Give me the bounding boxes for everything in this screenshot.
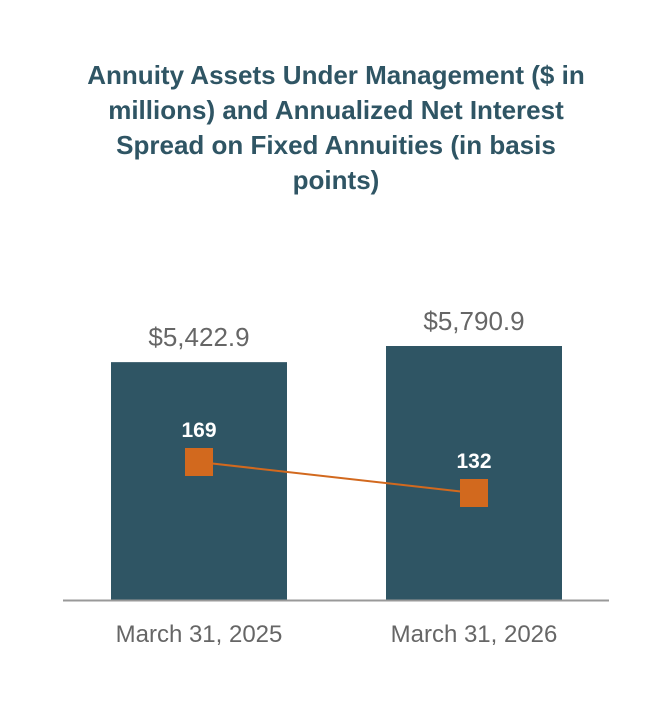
spread-point-2 bbox=[460, 479, 488, 507]
bar-2 bbox=[386, 346, 562, 600]
spread-value-label-2: 132 bbox=[456, 450, 491, 473]
bar-1 bbox=[111, 362, 287, 600]
spread-point-1 bbox=[185, 448, 213, 476]
spread-line bbox=[198, 461, 475, 494]
spread-value-label-1: 169 bbox=[181, 419, 216, 442]
bar-value-label-1: $5,422.9 bbox=[148, 322, 249, 352]
chart-title: Annuity Assets Under Management ($ in mi… bbox=[87, 60, 585, 195]
category-label-1: March 31, 2025 bbox=[116, 621, 283, 648]
category-label-2: March 31, 2026 bbox=[391, 621, 558, 648]
bar-value-label-2: $5,790.9 bbox=[423, 306, 524, 336]
